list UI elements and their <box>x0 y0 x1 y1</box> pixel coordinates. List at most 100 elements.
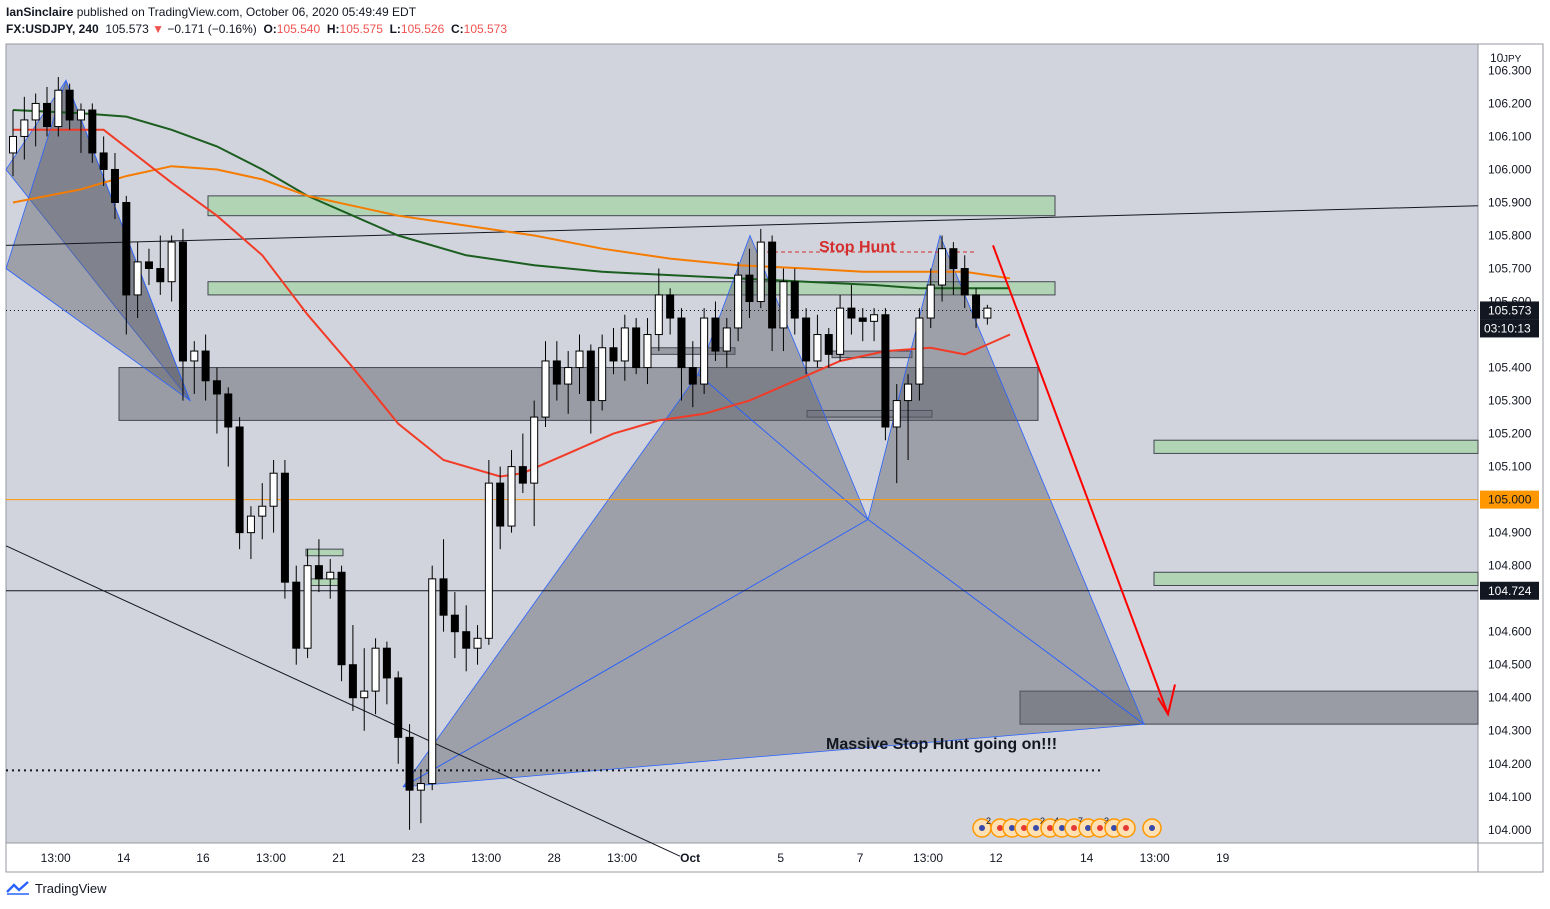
resistance-zone-upper <box>207 195 1056 217</box>
event-flag-dot-icon <box>979 825 985 831</box>
candle-body <box>960 268 969 296</box>
candle-body <box>439 578 448 616</box>
event-flag-dot-icon <box>1111 825 1117 831</box>
price-tick-label: 106.100 <box>1488 129 1532 143</box>
candle-body <box>348 664 357 699</box>
candle-body <box>745 274 754 303</box>
price-tick-label: 105.900 <box>1488 195 1532 209</box>
candle-body <box>722 327 731 352</box>
price-tag-label: 105.573 <box>1488 303 1532 317</box>
target-zone-gray <box>1019 690 1479 725</box>
footer-brand-label: TradingView <box>35 880 107 896</box>
event-flag-dot-icon <box>1033 825 1039 831</box>
candle-body <box>575 350 584 369</box>
candle-body <box>983 307 992 319</box>
low-label: L: <box>389 22 401 36</box>
price-tag <box>1480 581 1539 600</box>
countdown-tag <box>1480 319 1539 338</box>
price-axis-top-label: 10 <box>1490 51 1504 65</box>
close-value: 105.573 <box>463 22 508 36</box>
price-tick-label: 105.200 <box>1488 427 1532 441</box>
event-flag-dot-icon <box>1047 825 1053 831</box>
candle-body <box>972 294 981 319</box>
event-flag-dot-icon <box>1085 825 1091 831</box>
time-tick-label: 13:00 <box>1140 851 1170 865</box>
ma-fast-line <box>13 128 1011 478</box>
event-count-label: 2 <box>986 816 991 826</box>
candle-body <box>156 268 165 283</box>
event-flag-dot-icon <box>1097 825 1103 831</box>
candle-body <box>643 334 652 369</box>
candle-body <box>405 736 414 791</box>
candle-body <box>768 241 777 329</box>
candle-body <box>133 261 142 296</box>
candle-body <box>858 317 867 322</box>
pattern-main-base <box>402 518 1146 788</box>
trendline-lower <box>5 545 681 857</box>
candle-body <box>530 416 539 484</box>
price-change: −0.171 (−0.16%) <box>167 22 257 36</box>
candle-body <box>258 505 267 517</box>
price-tag-label: 105.000 <box>1488 493 1532 507</box>
massive-stop-hunt-label: Massive Stop Hunt going on!!! <box>826 736 1057 753</box>
candle-body <box>586 350 595 402</box>
candle-body <box>892 400 901 428</box>
price-tick-label: 104.600 <box>1488 625 1532 639</box>
ma-slow-line <box>12 109 1010 290</box>
projection-arrow-line <box>992 245 1169 715</box>
candle-body <box>711 317 720 352</box>
price-tick-label: 104.400 <box>1488 691 1532 705</box>
price-tick-label: 104.900 <box>1488 526 1532 540</box>
author-name[interactable]: IanSinclaire <box>6 5 74 19</box>
time-tick-label: 13:00 <box>256 851 286 865</box>
symbol-name[interactable]: FX:USDJPY, 240 <box>6 22 99 36</box>
candle-body <box>178 241 187 362</box>
candle-body <box>326 571 335 580</box>
event-count-label: 7 <box>1078 816 1083 826</box>
event-flag-dot-icon <box>1021 825 1027 831</box>
resistance-zone-lower <box>207 281 1056 296</box>
currency-label: JPY <box>1503 54 1522 65</box>
candle-body <box>314 565 323 580</box>
candle-body <box>212 380 221 395</box>
candle-body <box>836 307 845 355</box>
target-zone-2 <box>1153 571 1479 586</box>
candle-body <box>847 307 856 319</box>
candle-body <box>654 294 663 336</box>
event-flag-dot-icon <box>1059 825 1065 831</box>
candle-body <box>462 631 471 649</box>
price-tick-label: 105.100 <box>1488 460 1532 474</box>
candle-body <box>371 647 380 692</box>
price-tick-label: 106.300 <box>1488 63 1532 77</box>
tradingview-logo-icon[interactable] <box>6 880 30 896</box>
event-flag-dot-icon <box>1149 825 1155 831</box>
candle-body <box>235 426 244 534</box>
open-value: 105.540 <box>276 22 321 36</box>
price-tick-label: 105.700 <box>1488 262 1532 276</box>
candle-body <box>360 690 369 699</box>
time-tick-label: 16 <box>196 851 210 865</box>
candle-body <box>552 360 561 385</box>
last-price: 105.573 <box>105 22 149 36</box>
time-tick-label: 28 <box>548 851 562 865</box>
candle-body <box>598 347 607 402</box>
price-tick-label: 105.400 <box>1488 361 1532 375</box>
high-value: 105.575 <box>339 22 383 36</box>
candle-body <box>54 89 63 128</box>
candle-body <box>9 135 17 154</box>
candle-body <box>790 281 799 319</box>
price-tick-label: 104.500 <box>1488 658 1532 672</box>
time-tick-label: 23 <box>412 851 426 865</box>
candle-body <box>337 571 346 666</box>
price-tick-label: 104.100 <box>1488 790 1532 804</box>
event-flag-dot-icon <box>997 825 1003 831</box>
candle-body <box>224 393 233 428</box>
candle-body <box>700 317 709 385</box>
time-tick-label: 19 <box>1216 851 1230 865</box>
candle-body <box>428 578 437 785</box>
candle-body <box>167 241 176 283</box>
candle-body <box>756 241 765 303</box>
drawings-layer <box>5 79 1479 857</box>
projection-arrowhead <box>1157 684 1176 717</box>
